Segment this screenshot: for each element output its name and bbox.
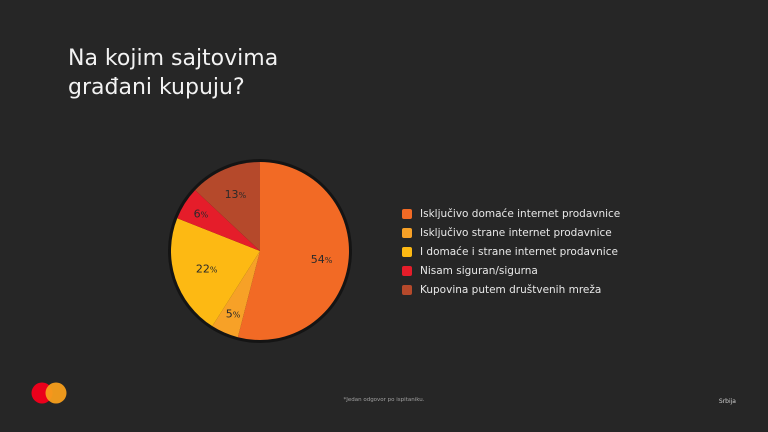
legend-item: Kupovina putem društvenih mreža — [402, 280, 620, 299]
mastercard-logo-icon — [31, 382, 67, 404]
pie-slice — [195, 162, 260, 251]
legend-swatch — [402, 265, 412, 276]
logo-right-circle — [45, 382, 67, 404]
pie-slice — [237, 162, 349, 340]
legend-item: I domaće i strane internet prodavnice — [402, 242, 620, 261]
title-line-1: Na kojim sajtovima — [68, 46, 279, 71]
footnote: *Jedan odgovor po ispitaniku. — [343, 397, 425, 403]
legend-swatch — [402, 208, 412, 219]
legend-item: Isključivo strane internet prodavnice — [402, 223, 620, 242]
title-line-2: građani kupuju? — [68, 75, 245, 100]
legend-label: Isključivo domaće internet prodavnice — [420, 207, 621, 220]
legend-swatch — [402, 246, 412, 257]
chart-legend: Isključivo domaće internet prodavnice Is… — [402, 204, 620, 299]
legend-label: Nisam siguran/sigurna — [420, 264, 538, 277]
slice-value-label: 5% — [226, 307, 241, 320]
legend-swatch — [402, 227, 412, 238]
pie-slice — [171, 218, 260, 327]
slice-value-label: 54% — [311, 253, 333, 266]
slice-value-label: 6% — [194, 207, 209, 220]
slice-value-label: 22% — [196, 262, 218, 275]
country-label: Srbija — [718, 398, 736, 405]
pie-slice — [177, 190, 260, 251]
pie-slice — [212, 251, 260, 338]
legend-item: Isključivo domaće internet prodavnice — [402, 204, 620, 223]
legend-label: Kupovina putem društvenih mreža — [420, 283, 602, 296]
legend-label: I domaće i strane internet prodavnice — [420, 245, 618, 258]
page-title: Na kojim sajtovima građani kupuju? — [68, 44, 388, 102]
legend-swatch — [402, 284, 412, 295]
legend-item: Nisam siguran/sigurna — [402, 261, 620, 280]
slice-value-label: 13% — [225, 188, 247, 201]
legend-label: Isključivo strane internet prodavnice — [420, 226, 612, 239]
